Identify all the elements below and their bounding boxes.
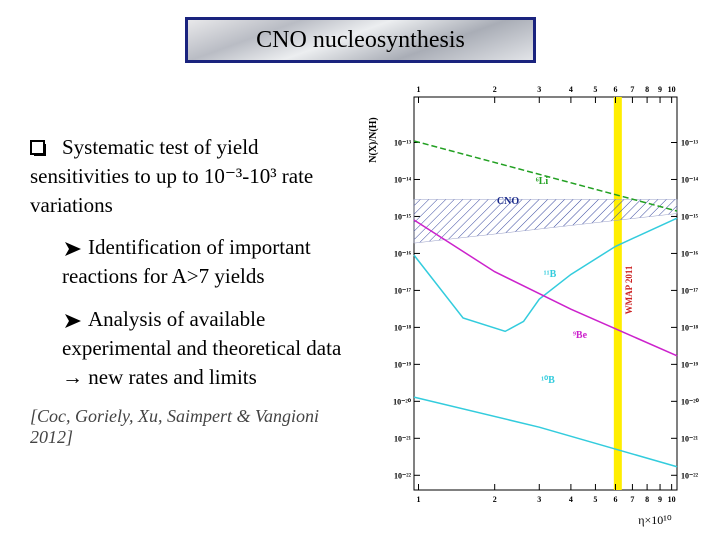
- series-label: ¹¹B: [544, 269, 557, 280]
- y-tick-label: 10⁻¹⁴: [394, 175, 412, 184]
- bullet-text: Systematic test of yield sensitivities t…: [30, 135, 314, 217]
- x-tick-label: 2: [493, 85, 497, 94]
- x-tick-label: 7: [630, 495, 634, 504]
- x-tick-label: 1: [416, 85, 420, 94]
- y-tick-label: 10⁻²¹: [681, 434, 699, 443]
- x-tick-label: 8: [645, 85, 649, 94]
- wmap-band: [613, 97, 622, 490]
- x-tick-label: 5: [593, 495, 597, 504]
- x-tick-label: 10: [668, 495, 676, 504]
- y-tick-label: 10⁻¹³: [394, 138, 412, 147]
- plot-frame: [413, 96, 678, 491]
- y-tick-label: 10⁻¹⁸: [394, 323, 412, 332]
- x-tick-label: 6: [613, 85, 617, 94]
- x-tick-label: 9: [658, 495, 662, 504]
- y-tick-label: 10⁻¹⁵: [681, 212, 699, 221]
- series-label: ¹⁰B: [541, 375, 555, 386]
- y-tick-label: 10⁻¹⁵: [394, 212, 412, 221]
- y-tick-label: 10⁻¹⁴: [681, 175, 699, 184]
- citation: [Coc, Goriely, Xu, Saimpert & Vangioni 2…: [30, 406, 319, 447]
- sub-bullet-text: Identification of important reactions fo…: [62, 235, 311, 288]
- x-tick-label: 6: [613, 495, 617, 504]
- arrow-bullet: [65, 314, 81, 328]
- arrow-bullet: [65, 242, 81, 256]
- series-line: [413, 217, 678, 333]
- wmap-label: WMAP 2011: [624, 265, 634, 314]
- series-line: [413, 219, 678, 357]
- series-label: ⁹Be: [573, 330, 588, 341]
- y-tick-label: 10⁻¹⁸: [681, 323, 699, 332]
- x-tick-label: 2: [493, 495, 497, 504]
- bullet-icon: [30, 140, 46, 156]
- x-tick-label: 3: [537, 85, 541, 94]
- y-tick-label: 10⁻²⁰: [681, 397, 700, 406]
- series-line: [413, 396, 678, 468]
- y-tick-label: 10⁻¹⁶: [681, 249, 699, 258]
- y-axis-label: N(X)/N(H): [368, 117, 379, 163]
- x-tick-label: 1: [416, 495, 420, 504]
- y-tick-label: 10⁻¹⁷: [681, 286, 699, 295]
- x-tick-label: 8: [645, 495, 649, 504]
- y-tick-label: 10⁻¹⁷: [394, 286, 412, 295]
- y-tick-label: 10⁻¹⁹: [394, 360, 412, 369]
- sub-bullet-text: Analysis of available experimental and t…: [62, 307, 342, 389]
- series-line: [413, 140, 678, 212]
- x-tick-label: 4: [569, 495, 573, 504]
- y-tick-label: 10⁻²⁰: [393, 397, 412, 406]
- x-tick-label: 3: [537, 495, 541, 504]
- y-tick-label: 10⁻²²: [394, 471, 412, 480]
- y-tick-label: 10⁻²¹: [394, 434, 412, 443]
- x-tick-label: 9: [658, 85, 662, 94]
- series-label: ⁶Li: [536, 176, 549, 187]
- y-tick-label: 10⁻²²: [681, 471, 699, 480]
- y-tick-label: 10⁻¹⁶: [394, 249, 412, 258]
- x-axis-label: η×10¹⁰: [638, 513, 672, 527]
- y-tick-label: 10⁻¹³: [681, 138, 699, 147]
- x-tick-label: 4: [569, 85, 573, 94]
- y-tick-label: 10⁻¹⁹: [681, 360, 699, 369]
- x-tick-label: 7: [630, 85, 634, 94]
- x-tick-label: 5: [593, 85, 597, 94]
- cno-band: [413, 199, 678, 244]
- band-label: CNO: [497, 196, 519, 207]
- x-tick-label: 10: [668, 85, 676, 94]
- slide-title: CNO nucleosynthesis: [185, 17, 536, 63]
